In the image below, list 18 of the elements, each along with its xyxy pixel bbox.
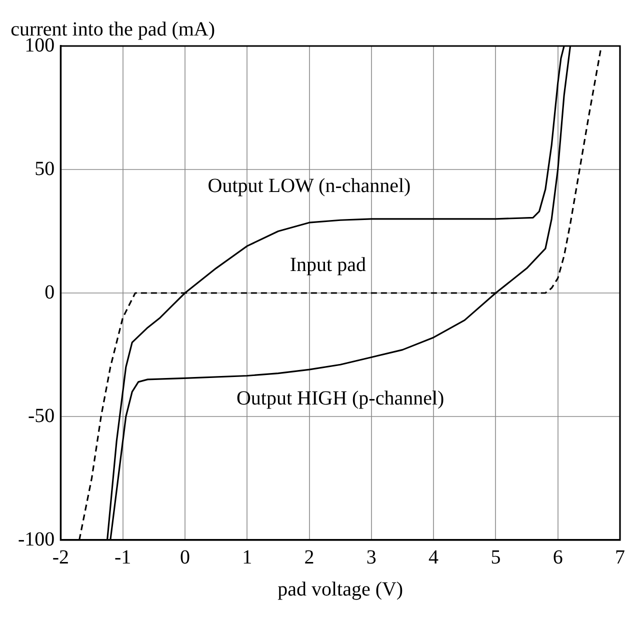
y-tick-label: 50 <box>34 158 55 180</box>
series-label: Output HIGH (p-channel) <box>236 387 444 410</box>
x-tick-label: 5 <box>490 546 501 568</box>
x-tick-label: 1 <box>242 546 252 568</box>
x-tick-label: -2 <box>52 546 69 568</box>
x-tick-label: 2 <box>304 546 314 568</box>
x-axis-title: pad voltage (V) <box>278 578 404 600</box>
y-tick-label: 0 <box>44 281 55 304</box>
series-label: Input pad <box>290 254 366 276</box>
y-tick-label: -50 <box>28 404 55 427</box>
x-tick-label: 3 <box>366 546 376 568</box>
x-tick-label: 6 <box>552 546 563 568</box>
x-tick-label: -1 <box>114 546 132 568</box>
x-tick-label: 0 <box>180 546 190 568</box>
x-tick-label: 4 <box>428 546 439 568</box>
x-tick-label: 7 <box>615 546 625 568</box>
series-label: Output LOW (n-channel) <box>208 175 411 198</box>
y-tick-label: -100 <box>18 528 55 550</box>
